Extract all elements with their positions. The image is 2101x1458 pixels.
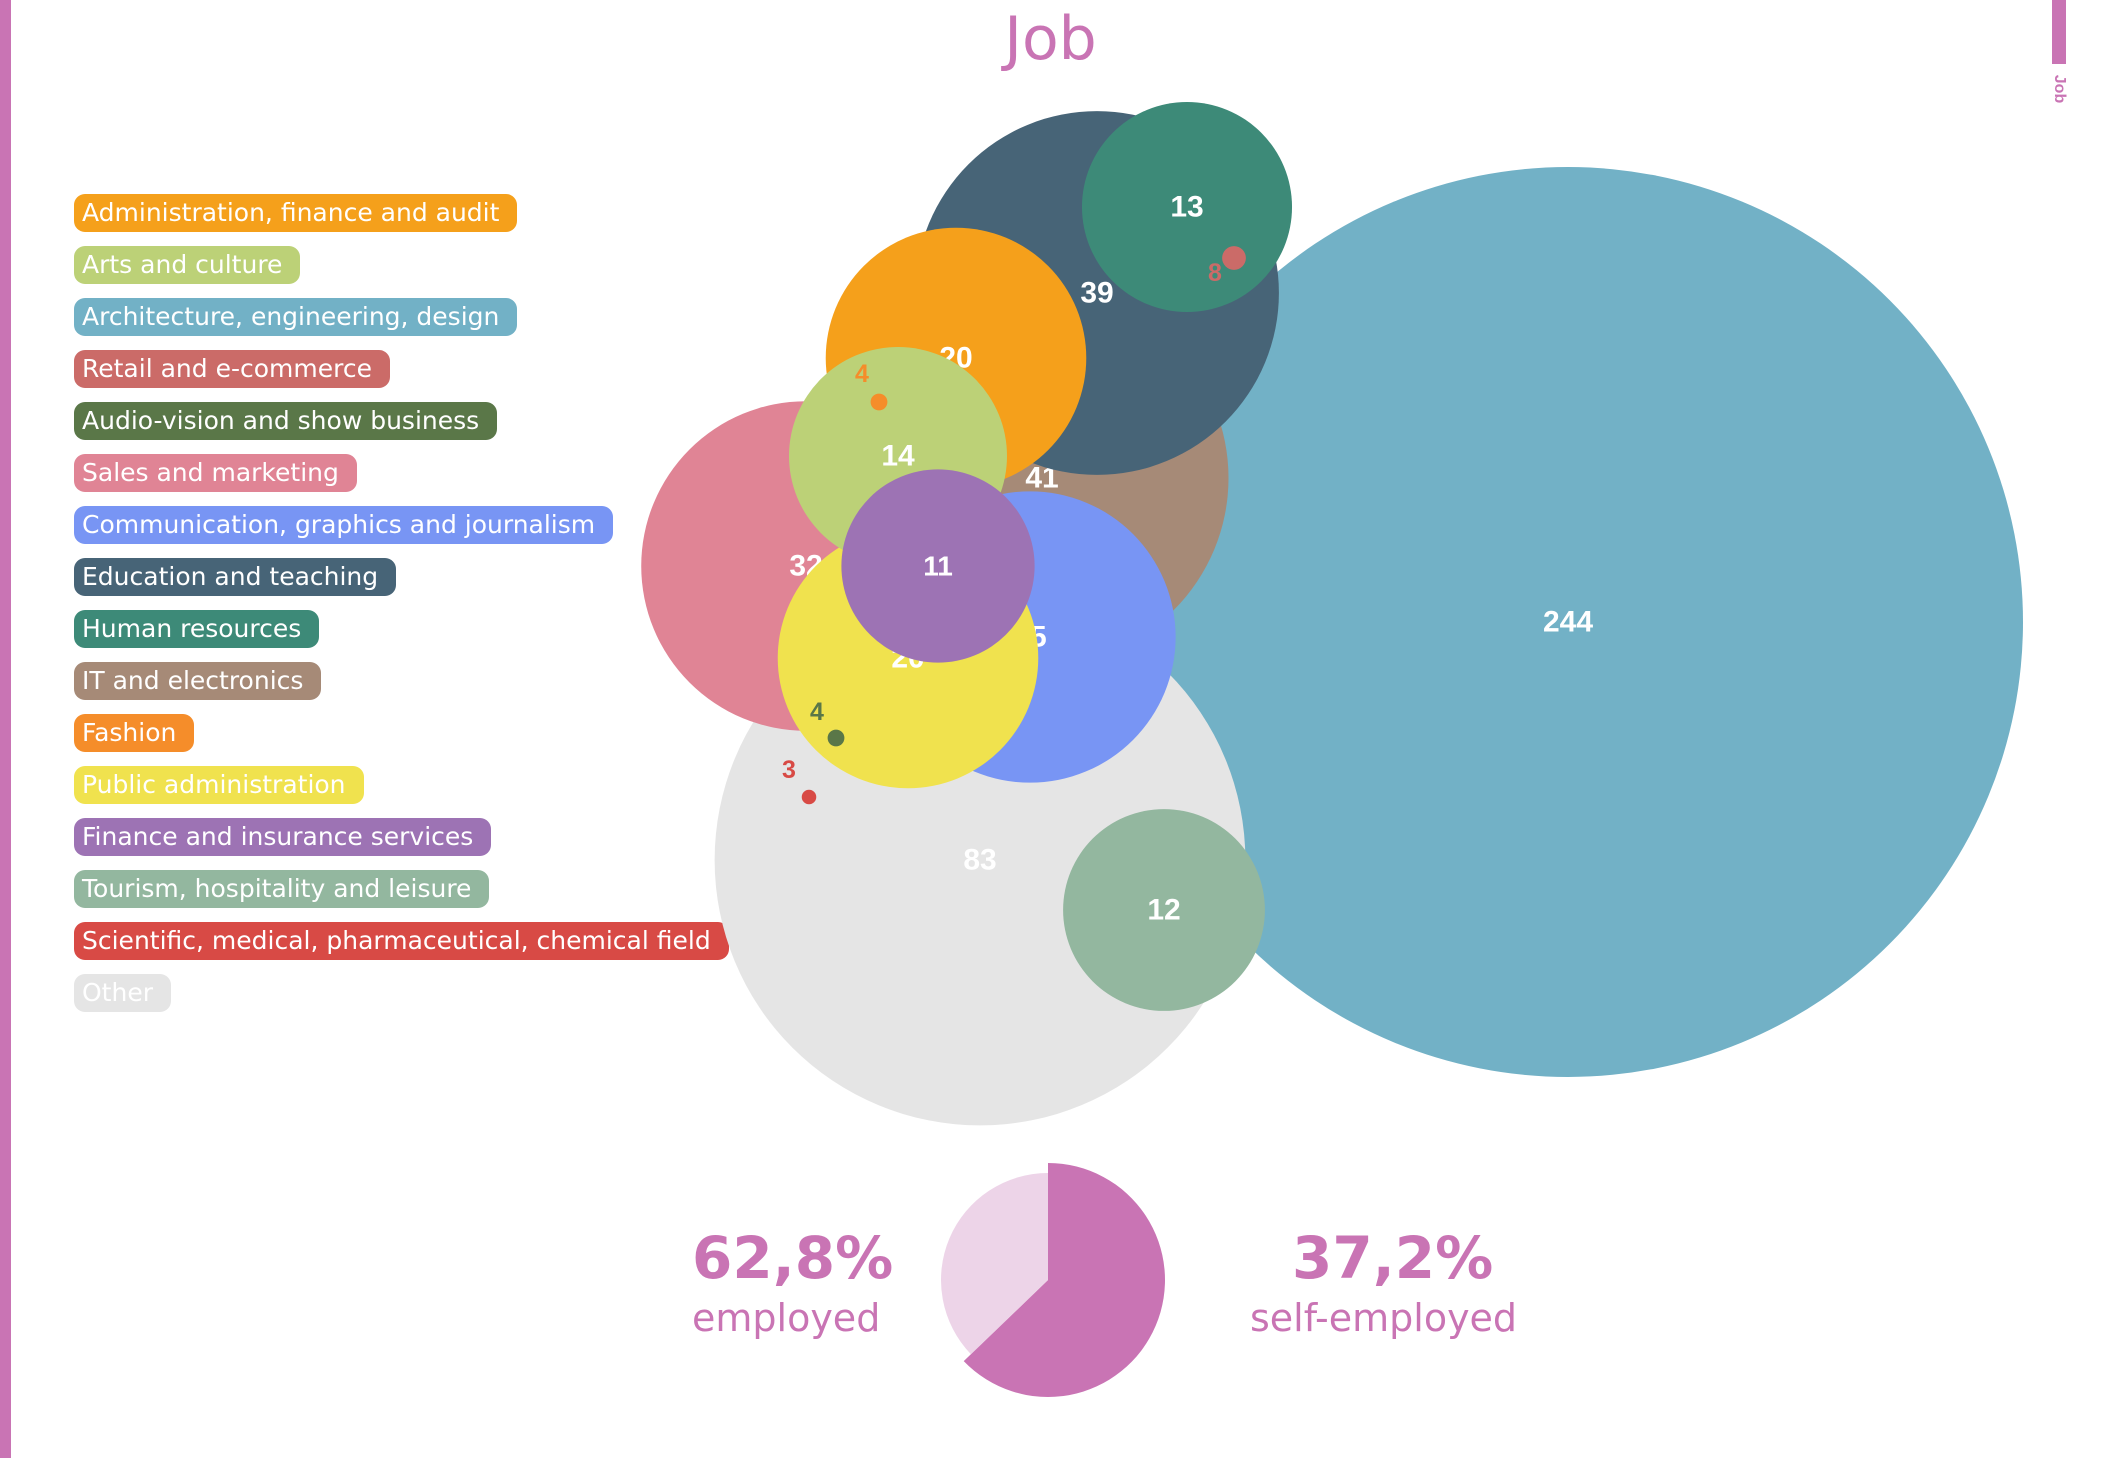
bubble — [1222, 246, 1246, 270]
bubble-value-label: 39 — [1080, 277, 1113, 310]
bubble-value-label: 14 — [881, 440, 915, 473]
legend-item: Scientific, medical, pharmaceutical, che… — [74, 922, 729, 960]
bubble-value-label: 4 — [855, 360, 869, 388]
bubble-value-label: 83 — [963, 844, 996, 877]
bubble-value-label: 244 — [1543, 606, 1593, 639]
bubble-value-label: 3 — [782, 756, 796, 784]
bubble-value-label: 12 — [1147, 894, 1180, 927]
legend: Administration, finance and audit Arts an… — [74, 194, 729, 1026]
legend-item: Sales and marketing — [74, 454, 357, 492]
bubble — [801, 789, 817, 805]
employed-percent: 62,8% — [692, 1224, 894, 1292]
legend-item: Tourism, hospitality and leisure — [74, 870, 490, 908]
legend-item: Other — [74, 974, 171, 1012]
bubble — [827, 729, 845, 747]
bubble-value-label: 13 — [1170, 191, 1203, 224]
legend-item: Audio-vision and show business — [74, 402, 498, 440]
bubble — [1113, 167, 2023, 1077]
page-title: Job — [1004, 4, 1097, 74]
self-employed-percent: 37,2% — [1292, 1224, 1494, 1292]
bubble — [870, 393, 888, 411]
legend-item: IT and electronics — [74, 662, 322, 700]
legend-item: Human resources — [74, 610, 320, 648]
legend-item: Architecture, engineering, design — [74, 298, 518, 336]
employed-label: employed — [692, 1296, 881, 1340]
employment-pie — [941, 1163, 1165, 1397]
legend-item: Finance and insurance services — [74, 818, 492, 856]
left-accent-bar — [0, 0, 11, 1458]
legend-item: Retail and e-commerce — [74, 350, 390, 388]
bubble — [841, 469, 1035, 663]
pie-slice — [941, 1173, 1048, 1355]
legend-item: Public administration — [74, 766, 364, 804]
bubble-value-label: 8 — [1208, 259, 1222, 287]
section-tab-marker — [2052, 0, 2066, 64]
bubble — [1063, 809, 1265, 1011]
legend-item: Administration, finance and audit — [74, 194, 518, 232]
legend-item: Fashion — [74, 714, 195, 752]
legend-item: Communication, graphics and journalism — [74, 506, 614, 544]
legend-item: Education and teaching — [74, 558, 397, 596]
legend-item: Arts and culture — [74, 246, 301, 284]
bubble-value-label: 11 — [923, 551, 953, 582]
bubble-value-label: 4 — [810, 698, 824, 726]
pie-slice — [963, 1163, 1165, 1397]
self-employed-label: self-employed — [1250, 1296, 1518, 1340]
